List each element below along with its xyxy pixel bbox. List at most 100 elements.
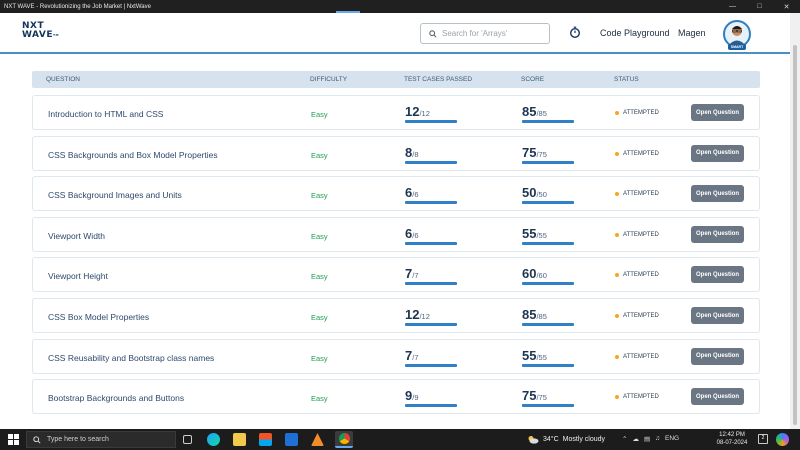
test-cases-total: /6 bbox=[412, 230, 419, 240]
window-title-bar: NXT WAVE - Revolutionizing the Job Marke… bbox=[0, 0, 800, 13]
windows-start-icon[interactable] bbox=[8, 434, 19, 445]
score-metric: 50/50 bbox=[522, 184, 574, 205]
file-explorer-icon[interactable] bbox=[233, 433, 246, 446]
status-dot-icon bbox=[615, 314, 619, 318]
question-title[interactable]: CSS Background Images and Units bbox=[48, 190, 182, 201]
question-title[interactable]: Introduction to HTML and CSS bbox=[48, 109, 164, 119]
question-title[interactable]: CSS Box Model Properties bbox=[48, 312, 150, 322]
question-title[interactable]: Bootstrap Backgrounds and Buttons bbox=[48, 393, 185, 404]
status-dot-icon bbox=[615, 273, 619, 278]
weather-widget[interactable]: 34°C Mostly cloudy bbox=[527, 435, 605, 444]
status-badge: ATTEMPTED bbox=[615, 313, 659, 319]
score-metric: 55/55 bbox=[522, 347, 574, 367]
weather-temp: 34°C bbox=[543, 436, 559, 443]
score-total: /55 bbox=[536, 230, 547, 240]
score-progress-fill bbox=[522, 160, 574, 164]
open-question-button[interactable]: Open Question bbox=[691, 388, 744, 406]
user-name[interactable]: Magen bbox=[678, 28, 706, 38]
network-icon[interactable]: ▤ bbox=[643, 436, 651, 443]
search-icon bbox=[429, 29, 437, 38]
score-value: 75 bbox=[522, 388, 537, 404]
test-cases-total: /12 bbox=[419, 312, 430, 321]
open-question-button[interactable]: Open Question bbox=[691, 144, 744, 162]
status-label: ATTEMPTED bbox=[623, 231, 659, 238]
weather-desc: Mostly cloudy bbox=[562, 436, 606, 443]
test-cases-total: /7 bbox=[412, 271, 419, 281]
test-cases-progress-fill bbox=[405, 120, 457, 123]
task-view-icon[interactable] bbox=[183, 435, 192, 444]
scrollbar-thumb[interactable] bbox=[793, 45, 797, 425]
table-row: Viewport Width Easy 6/6 55/55 ATTEMPTED Open … bbox=[32, 216, 760, 252]
taskbar-search-icon bbox=[33, 435, 41, 444]
test-cases-progress-fill bbox=[405, 363, 457, 367]
difficulty-label: Easy bbox=[311, 231, 328, 241]
question-title[interactable]: Viewport Width bbox=[48, 230, 106, 241]
score-progress-fill bbox=[522, 201, 574, 205]
volume-icon[interactable]: ♫ bbox=[655, 435, 660, 442]
open-question-button[interactable]: Open Question bbox=[691, 104, 744, 121]
close-icon[interactable]: ✕ bbox=[783, 3, 790, 11]
search-box[interactable] bbox=[420, 23, 550, 44]
notification-icon[interactable]: 2 bbox=[758, 434, 768, 444]
test-cases-progress-bar bbox=[405, 160, 457, 164]
score-progress-bar bbox=[522, 201, 574, 205]
test-cases-total: /7 bbox=[412, 352, 419, 362]
difficulty-label: Easy bbox=[311, 110, 328, 119]
chevron-up-icon[interactable]: ⌃ bbox=[622, 436, 628, 443]
nxtwave-logo[interactable]: NXT WAVETM bbox=[22, 22, 59, 40]
score-total: /85 bbox=[536, 312, 547, 321]
notification-count: 2 bbox=[761, 435, 765, 441]
code-playground-link[interactable]: Code Playground bbox=[600, 28, 670, 38]
test-cases-passed: 6 bbox=[405, 185, 413, 201]
table-header: QUESTION DIFFICULTY TEST CASES PASSED SC… bbox=[32, 71, 760, 88]
taskbar: Type here to search 34°C Mostly cloudy ⌃… bbox=[0, 429, 800, 450]
timer-icon[interactable] bbox=[569, 26, 581, 38]
minimize-icon[interactable]: — bbox=[729, 3, 736, 10]
score-metric: 75/75 bbox=[522, 387, 574, 408]
status-dot-icon bbox=[615, 151, 619, 156]
score-metric: 55/55 bbox=[522, 225, 574, 245]
vlc-icon[interactable] bbox=[311, 433, 324, 446]
search-input[interactable] bbox=[442, 29, 542, 38]
open-question-button[interactable]: Open Question bbox=[691, 185, 744, 203]
status-dot-icon bbox=[615, 354, 619, 359]
scrollbar[interactable] bbox=[790, 13, 800, 429]
test-cases-total: /9 bbox=[412, 393, 419, 403]
test-cases-progress-bar bbox=[405, 282, 457, 286]
taskbar-search[interactable]: Type here to search bbox=[26, 431, 176, 448]
test-cases-metric: 9/9 bbox=[405, 387, 457, 408]
status-badge: ATTEMPTED bbox=[615, 394, 659, 400]
clock-time: 12:42 PM bbox=[719, 432, 745, 438]
test-cases-passed: 12 bbox=[405, 307, 420, 322]
test-cases-passed: 7 bbox=[405, 266, 413, 282]
question-title[interactable]: CSS Backgrounds and Box Model Properties bbox=[48, 149, 218, 160]
onedrive-icon[interactable]: ☁ bbox=[632, 436, 639, 443]
score-value: 60 bbox=[522, 266, 537, 282]
question-title[interactable]: Viewport Height bbox=[48, 271, 108, 282]
question-title[interactable]: CSS Reusability and Bootstrap class name… bbox=[48, 352, 215, 363]
status-label: ATTEMPTED bbox=[623, 150, 659, 157]
status-badge: ATTEMPTED bbox=[615, 191, 659, 197]
open-question-button[interactable]: Open Question bbox=[691, 225, 744, 243]
copilot-icon[interactable] bbox=[776, 433, 789, 446]
test-cases-progress-bar bbox=[405, 120, 457, 123]
clock[interactable]: 12:42 PM 08-07-2024 bbox=[713, 431, 751, 447]
avatar-person-icon bbox=[728, 26, 746, 46]
score-progress-bar bbox=[522, 282, 574, 286]
test-cases-metric: 6/6 bbox=[405, 184, 457, 205]
score-value: 85 bbox=[522, 307, 537, 322]
maximize-icon[interactable]: □ bbox=[757, 3, 762, 10]
edge-icon[interactable] bbox=[207, 433, 220, 446]
test-cases-passed: 7 bbox=[405, 347, 413, 363]
store-icon[interactable] bbox=[259, 433, 272, 446]
score-progress-bar bbox=[522, 120, 574, 123]
open-question-button[interactable]: Open Question bbox=[691, 307, 744, 324]
open-question-button[interactable]: Open Question bbox=[691, 266, 744, 284]
test-cases-metric: 7/7 bbox=[405, 265, 457, 286]
open-question-button[interactable]: Open Question bbox=[691, 347, 744, 365]
score-total: /85 bbox=[536, 109, 547, 118]
chrome-icon[interactable] bbox=[335, 431, 353, 448]
mail-icon[interactable] bbox=[285, 433, 298, 446]
language-indicator[interactable]: ENG bbox=[664, 435, 680, 442]
avatar[interactable] bbox=[723, 20, 751, 48]
